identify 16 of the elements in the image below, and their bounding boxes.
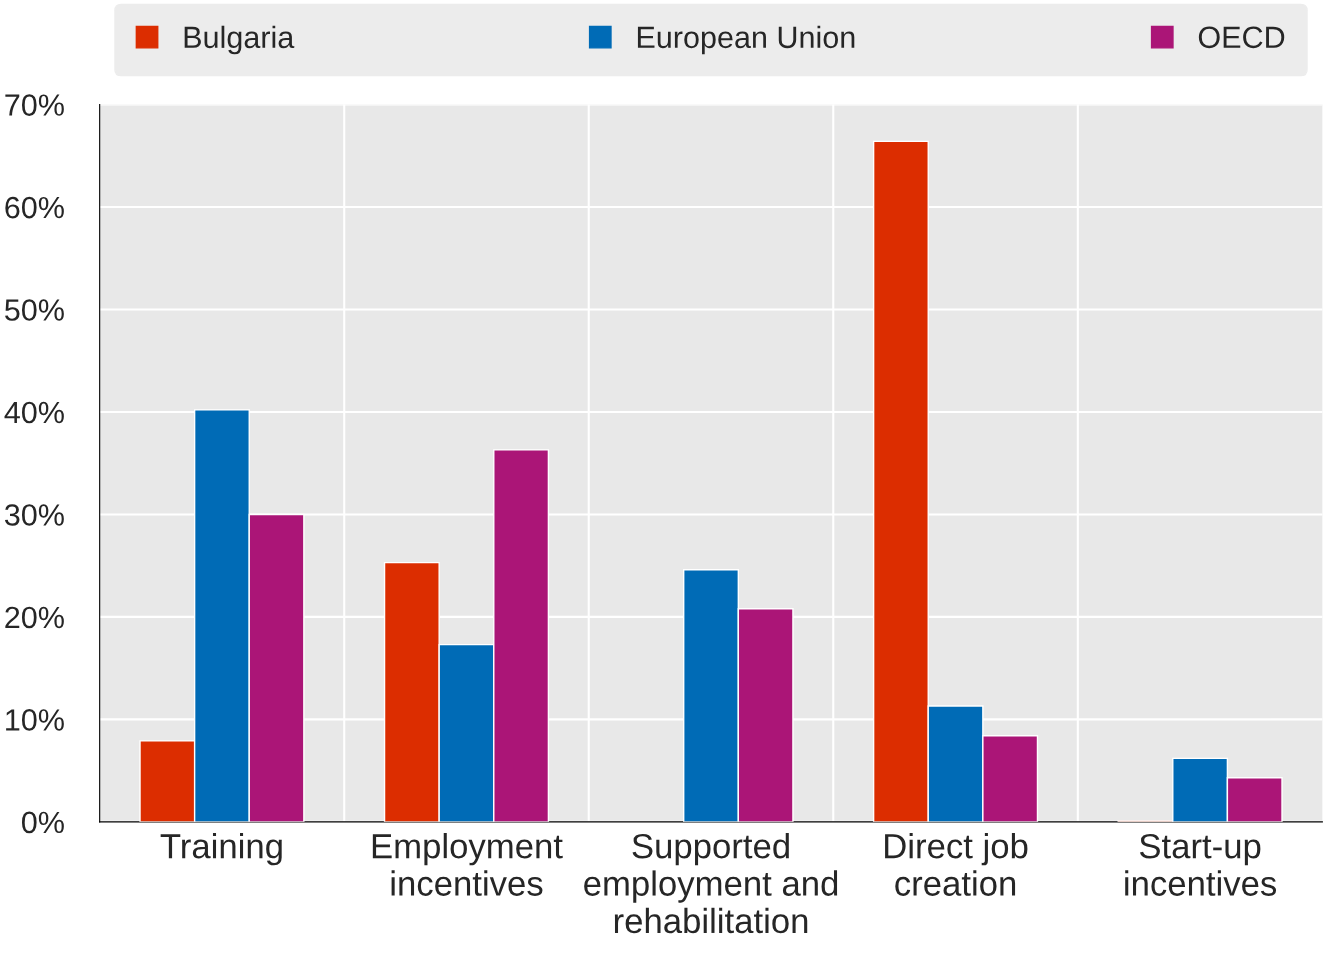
x-tick-label: Start-up incentives [1125, 833, 1277, 896]
y-tick-label: 0% [21, 811, 64, 834]
y-tick-label: 40% [4, 401, 64, 424]
y-tick-label: 10% [6, 709, 64, 731]
y-tick-label: 70% [5, 94, 64, 116]
x-tick-label: Direct job creation [885, 832, 1028, 896]
y-tick-label: 60% [5, 196, 64, 219]
x-tick-label: Employment incentives [372, 832, 563, 896]
x-tick-label: Training [160, 832, 282, 866]
y-tick-label: 20% [5, 606, 64, 629]
x-tick-label: Supported employment and rehabilitation [584, 832, 838, 934]
y-tick-label: 50% [5, 299, 64, 321]
legend-label: European Union [637, 25, 855, 55]
legend-label: OECD [1198, 26, 1285, 49]
legend-label: Bulgaria [184, 25, 295, 55]
y-tick-label: 30% [4, 504, 64, 526]
